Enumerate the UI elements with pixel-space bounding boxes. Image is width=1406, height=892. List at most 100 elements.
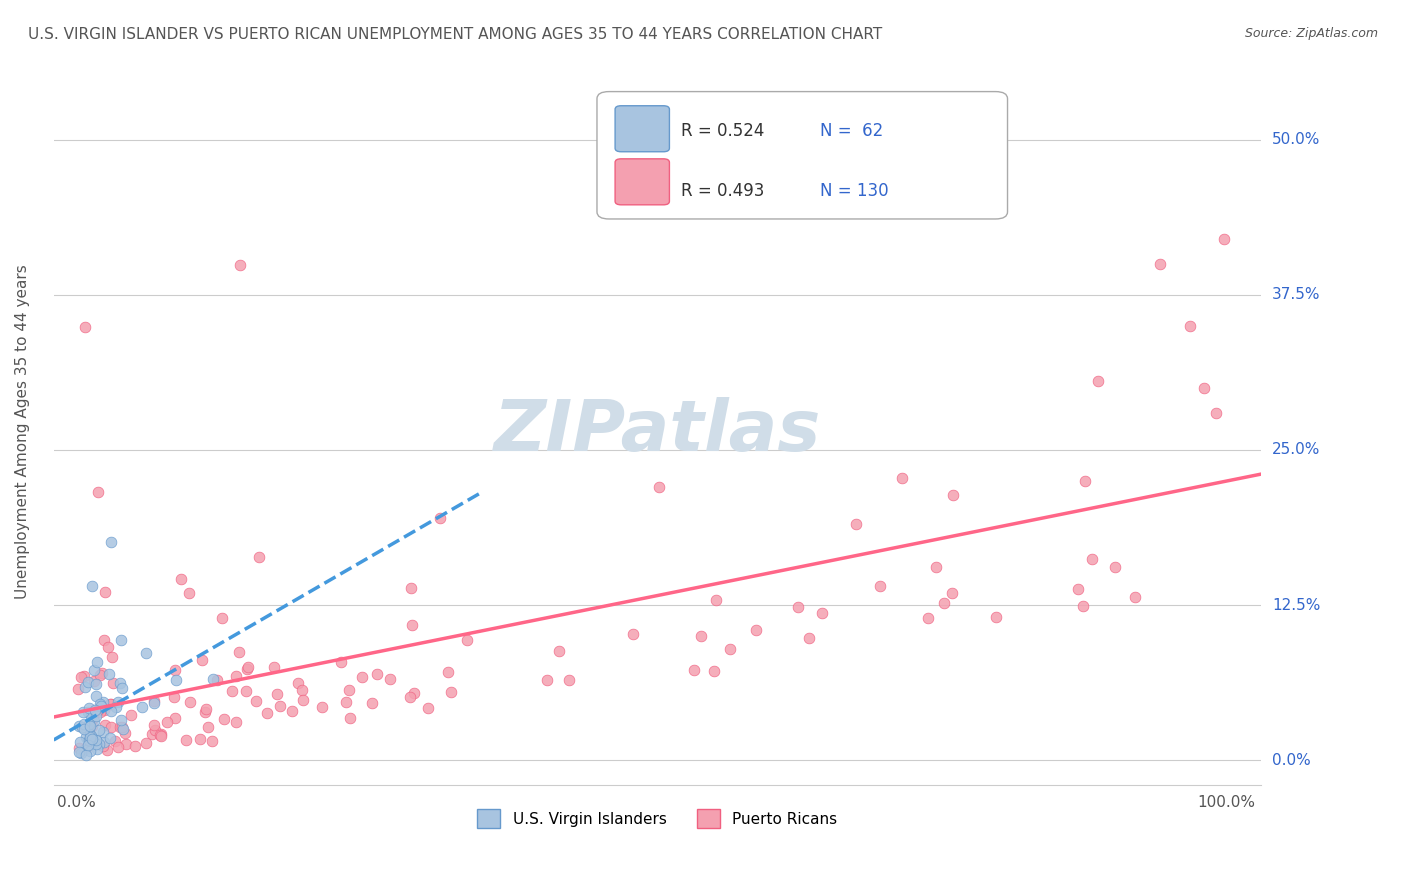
U.S. Virgin Islanders	[84, 689, 107, 703]
Puerto Ricans	[799, 631, 821, 645]
U.S. Virgin Islanders	[76, 675, 98, 690]
Puerto Ricans	[235, 683, 257, 698]
Puerto Ricans	[100, 697, 122, 711]
U.S. Virgin Islanders	[142, 696, 165, 710]
Text: Source: ZipAtlas.com: Source: ZipAtlas.com	[1244, 27, 1378, 40]
U.S. Virgin Islanders	[67, 745, 90, 759]
Puerto Ricans	[703, 664, 725, 678]
U.S. Virgin Islanders	[73, 716, 96, 731]
Puerto Ricans	[114, 726, 136, 740]
Puerto Ricans	[225, 714, 247, 729]
U.S. Virgin Islanders	[70, 746, 93, 760]
Puerto Ricans	[236, 662, 259, 676]
Puerto Ricans	[869, 579, 891, 593]
Puerto Ricans	[1081, 551, 1104, 566]
Puerto Ricans	[745, 623, 768, 637]
FancyBboxPatch shape	[614, 106, 669, 152]
Puerto Ricans	[83, 673, 105, 688]
Y-axis label: Unemployment Among Ages 35 to 44 years: Unemployment Among Ages 35 to 44 years	[15, 264, 30, 599]
Puerto Ricans	[214, 712, 236, 726]
Puerto Ricans	[141, 727, 163, 741]
Puerto Ricans	[73, 669, 96, 683]
Puerto Ricans	[247, 550, 270, 565]
U.S. Virgin Islanders	[72, 743, 94, 757]
Puerto Ricans	[280, 704, 302, 718]
U.S. Virgin Islanders	[91, 724, 114, 739]
Puerto Ricans	[87, 484, 110, 499]
Puerto Ricans	[1205, 406, 1227, 420]
U.S. Virgin Islanders	[69, 735, 91, 749]
U.S. Virgin Islanders	[77, 716, 100, 731]
Puerto Ricans	[335, 695, 357, 709]
U.S. Virgin Islanders	[79, 719, 101, 733]
Puerto Ricans	[163, 690, 186, 705]
Puerto Ricans	[111, 720, 134, 734]
Puerto Ricans	[75, 740, 97, 755]
Puerto Ricans	[436, 665, 458, 680]
Puerto Ricans	[291, 683, 314, 698]
Puerto Ricans	[941, 585, 963, 599]
Puerto Ricans	[399, 690, 422, 705]
U.S. Virgin Islanders	[201, 672, 224, 686]
Puerto Ricans	[399, 581, 422, 595]
Puerto Ricans	[115, 737, 138, 751]
Puerto Ricans	[1087, 374, 1109, 388]
Puerto Ricans	[917, 611, 939, 625]
U.S. Virgin Islanders	[84, 677, 107, 691]
U.S. Virgin Islanders	[77, 738, 100, 752]
U.S. Virgin Islanders	[89, 737, 111, 751]
Puerto Ricans	[69, 670, 91, 684]
Puerto Ricans	[91, 739, 114, 754]
Puerto Ricans	[401, 618, 423, 632]
U.S. Virgin Islanders	[135, 646, 157, 660]
U.S. Virgin Islanders	[72, 706, 94, 720]
Puerto Ricans	[689, 629, 711, 643]
U.S. Virgin Islanders	[84, 732, 107, 747]
Puerto Ricans	[229, 258, 252, 272]
Puerto Ricans	[75, 320, 97, 334]
Puerto Ricans	[156, 714, 179, 729]
Puerto Ricans	[787, 600, 810, 615]
Puerto Ricans	[108, 720, 131, 734]
Puerto Ricans	[547, 643, 569, 657]
U.S. Virgin Islanders	[89, 723, 111, 737]
Puerto Ricans	[221, 683, 243, 698]
Puerto Ricans	[1178, 318, 1201, 333]
Puerto Ricans	[718, 642, 741, 657]
Puerto Ricans	[82, 719, 104, 733]
U.S. Virgin Islanders	[86, 655, 108, 669]
Puerto Ricans	[704, 592, 727, 607]
Puerto Ricans	[194, 705, 217, 719]
Puerto Ricans	[100, 720, 122, 734]
Puerto Ricans	[287, 676, 309, 690]
Puerto Ricans	[648, 480, 671, 494]
Text: U.S. VIRGIN ISLANDER VS PUERTO RICAN UNEMPLOYMENT AMONG AGES 35 TO 44 YEARS CORR: U.S. VIRGIN ISLANDER VS PUERTO RICAN UNE…	[28, 27, 883, 42]
Text: R = 0.524: R = 0.524	[682, 121, 765, 139]
Puerto Ricans	[810, 607, 832, 621]
Puerto Ricans	[986, 610, 1008, 624]
U.S. Virgin Islanders	[86, 742, 108, 756]
U.S. Virgin Islanders	[77, 701, 100, 715]
Puerto Ricans	[1192, 381, 1215, 395]
U.S. Virgin Islanders	[84, 709, 107, 723]
U.S. Virgin Islanders	[111, 681, 134, 695]
Text: 12.5%: 12.5%	[1272, 598, 1320, 613]
Puerto Ricans	[93, 632, 115, 647]
Text: 0.0%: 0.0%	[1272, 753, 1310, 768]
Puerto Ricans	[440, 685, 463, 699]
Puerto Ricans	[418, 700, 440, 714]
Puerto Ricans	[942, 488, 965, 502]
U.S. Virgin Islanders	[105, 700, 128, 714]
Puerto Ricans	[89, 667, 111, 681]
Puerto Ricans	[149, 726, 172, 740]
Text: ZIPatlas: ZIPatlas	[494, 397, 821, 466]
Puerto Ricans	[536, 673, 558, 688]
U.S. Virgin Islanders	[90, 699, 112, 714]
Puerto Ricans	[350, 670, 373, 684]
Puerto Ricans	[456, 633, 478, 648]
Puerto Ricans	[1071, 599, 1094, 613]
Puerto Ricans	[200, 734, 222, 748]
Puerto Ricans	[402, 686, 425, 700]
Puerto Ricans	[891, 471, 914, 485]
Puerto Ricans	[165, 663, 187, 677]
